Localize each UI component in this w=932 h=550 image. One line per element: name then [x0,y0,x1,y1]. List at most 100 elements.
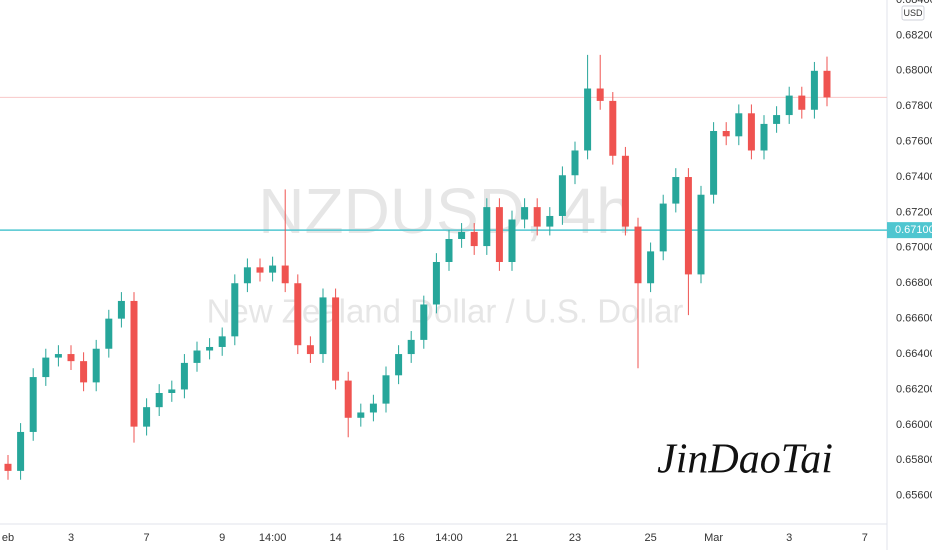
candle-body [344,380,352,418]
candle-body [369,403,377,413]
candle-body [395,354,403,376]
y-tick-label: 0.66400 [896,348,932,360]
y-tick-label: 0.65800 [896,454,932,466]
candle-body [558,175,566,216]
candle-body [445,238,453,262]
candle-body [659,203,667,252]
y-tick-label: 0.67000 [896,242,932,254]
candle-body [218,336,226,347]
x-tick-label: 7 [862,532,868,544]
candle-body [470,231,478,247]
candle-body [29,377,37,432]
y-tick-label: 0.66600 [896,313,932,325]
y-tick-label: 0.67800 [896,100,932,112]
candle-body [571,150,579,176]
watermark-title: NZDUSD, 4h [258,175,631,247]
candle-body [596,88,604,101]
candle-body [420,304,428,340]
x-tick-label: 9 [219,532,225,544]
x-tick-label: 14 [329,532,341,544]
candle-body [798,95,806,110]
x-tick-label: 23 [569,532,581,544]
y-tick-label: 0.66800 [896,277,932,289]
candle-body [155,393,163,408]
candle-body [533,207,541,227]
watermark-subtitle: New Zealand Dollar / U.S. Dollar [207,293,684,330]
candle-body [180,362,188,390]
y-tick-label: 0.65600 [896,490,932,502]
x-tick-label: eb [2,532,14,544]
y-tick-label: 0.66200 [896,383,932,395]
candle-body [432,262,440,305]
candle-body [357,412,365,418]
signature: JinDaoTai [657,437,833,483]
x-tick-label: 25 [644,532,656,544]
candle-body [483,207,491,247]
candle-body [105,318,113,349]
x-tick-label: 7 [144,532,150,544]
candle-body [117,300,125,319]
x-tick-label: 14:00 [259,532,287,544]
candle-body [634,226,642,284]
candle-body [332,297,340,381]
candle-body [231,283,239,337]
candle-body [773,115,781,124]
candle-body [810,70,818,110]
candle-body [508,219,516,262]
candle-body [269,265,277,273]
candle-body [735,113,743,137]
candle-body [785,95,793,116]
candle-body [382,375,390,404]
candle-body [647,251,655,284]
candle-body [609,100,617,156]
candle-body [80,361,88,383]
price-label: 0.67100 [895,224,932,236]
x-tick-label: 14:00 [435,532,463,544]
candle-body [168,389,176,393]
candle-body [319,297,327,355]
candle-body [4,463,12,471]
candle-body [130,300,138,427]
y-tick-label: 0.68200 [896,29,932,41]
candle-body [54,354,62,358]
candle-body [710,131,718,195]
currency-badge [901,5,925,21]
x-tick-label: 3 [786,532,792,544]
currency-label: USD [903,8,923,18]
candle-body [193,350,201,363]
candle-body [281,265,289,284]
candle-body [760,123,768,151]
price-label-box [887,222,932,239]
candle-body [243,267,251,284]
candle-body [67,354,75,362]
candle-body [697,194,705,275]
candle-body [306,345,314,355]
candle-body [256,267,264,273]
y-tick-label: 0.66000 [896,419,932,431]
candle-body [17,431,25,471]
y-tick-label: 0.68400 [896,0,932,6]
candle-body [672,177,680,204]
x-tick-label: 16 [392,532,404,544]
candle-body [521,207,529,220]
candle-body [92,348,100,383]
candle-body [621,155,629,227]
candle-body [747,113,755,151]
candle-body [823,70,831,98]
y-tick-label: 0.67600 [896,136,932,148]
x-tick-label: 21 [506,532,518,544]
candle-body [407,339,415,355]
candle-body [684,177,692,275]
y-tick-label: 0.67400 [896,171,932,183]
candle-body [294,283,302,346]
x-tick-label: Mar [704,532,723,544]
candle-body [495,207,503,262]
candle-body [546,215,554,227]
y-tick-label: 0.68000 [896,65,932,77]
candle-body [206,346,214,351]
candle-body [143,407,151,427]
candle-body [722,131,730,137]
candle-body [458,231,466,239]
